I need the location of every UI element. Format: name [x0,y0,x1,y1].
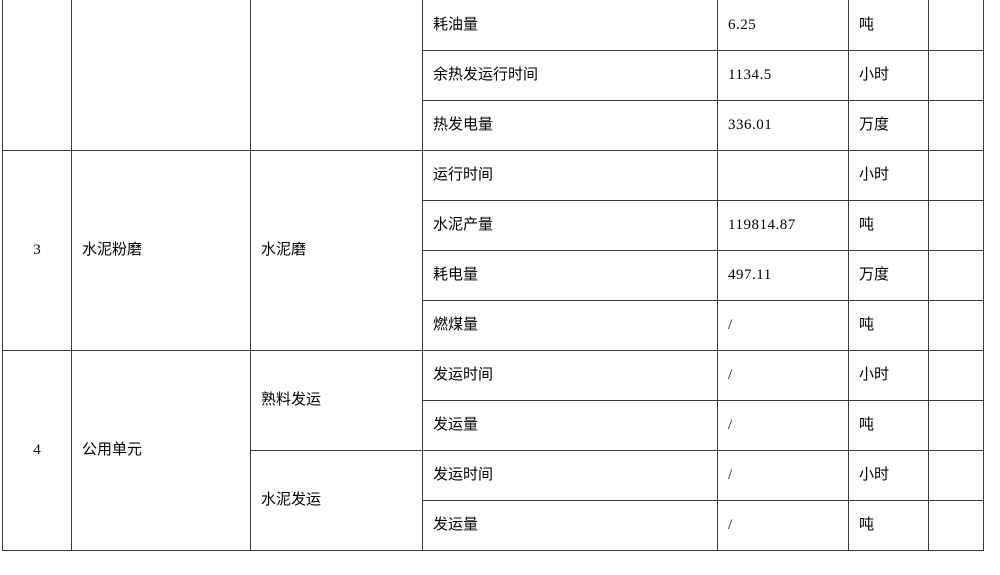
cell-uom: 小时 [848,349,929,401]
cell-note [928,0,984,51]
cell-metric: 水泥产量 [422,199,718,251]
cell-index-group3: 3 [2,149,72,351]
cell-value: 336.01 [717,99,849,151]
cell-stage-group4: 公用单元 [71,349,251,551]
table-row: 余热发运行时间 1134.5 小时 [3,49,984,101]
cell-value: / [717,449,849,501]
table-row: 4 公用单元 熟料发运 发运时间 / 小时 [2,349,984,551]
production-data-table: 耗油量 6.25 吨 余热发运行时间 1134.5 小时 热发电量 336.01… [2,0,984,551]
cell-index-group4: 4 [2,349,72,551]
cell-metric: 燃煤量 [422,299,718,351]
cell-value: 119814.87 [717,199,849,251]
cell-uom: 小时 [848,149,929,201]
cell-unit-clinker-dispatch: 熟料发运 [250,349,423,451]
table-row: 水泥产量 119814.87 吨 [3,199,984,251]
cell-value: 1134.5 [717,49,849,101]
cell-value: / [717,399,849,451]
cell-unit-group3: 水泥磨 [250,149,423,351]
table-row: 燃煤量 / 吨 [3,299,984,351]
cell-metric: 热发电量 [422,99,718,151]
cell-note [928,449,984,501]
cell-uom: 万度 [848,249,929,301]
cell-value: 497.11 [717,249,849,301]
cell-value: / [717,299,849,351]
cell-value: / [717,499,849,551]
cell-note [928,299,984,351]
cell-uom: 万度 [848,99,929,151]
cell-uom: 小时 [848,49,929,101]
table-row: 热发电量 336.01 万度 [3,99,984,151]
cell-uom: 吨 [848,399,929,451]
cell-metric: 发运时间 [422,349,718,401]
cell-note [928,149,984,201]
cell-uom: 吨 [848,299,929,351]
cell-uom: 吨 [848,0,929,51]
cell-uom: 小时 [848,449,929,501]
table-row: 发运量 / 吨 [3,399,984,451]
cell-index-continued [2,0,72,151]
cell-value [717,149,849,201]
cell-metric: 发运量 [422,399,718,451]
cell-note [928,199,984,251]
table-row: 3 水泥粉磨 水泥磨 运行时间 小时 [2,149,984,351]
cell-unit-continued [250,0,423,151]
cell-metric: 余热发运行时间 [422,49,718,101]
cell-unit-cement-dispatch: 水泥发运 [250,449,423,551]
cell-note [928,49,984,101]
cell-metric: 耗电量 [422,249,718,301]
cell-uom: 吨 [848,499,929,551]
cell-metric: 发运量 [422,499,718,551]
cell-uom: 吨 [848,199,929,251]
table-row: 水泥发运 发运时间 / 小时 [3,449,984,551]
cell-value: / [717,349,849,401]
cell-note [928,249,984,301]
cell-stage-continued [71,0,251,151]
cell-note [928,499,984,551]
cell-note [928,399,984,451]
cell-value: 6.25 [717,0,849,51]
table-row: 耗油量 6.25 吨 [2,0,984,151]
table-row: 耗电量 497.11 万度 [3,249,984,301]
cell-metric: 发运时间 [422,449,718,501]
cell-note [928,349,984,401]
cell-metric: 运行时间 [422,149,718,201]
cell-metric: 耗油量 [422,0,718,51]
cell-stage-group3: 水泥粉磨 [71,149,251,351]
cell-note [928,99,984,151]
table-row: 发运量 / 吨 [3,499,984,551]
